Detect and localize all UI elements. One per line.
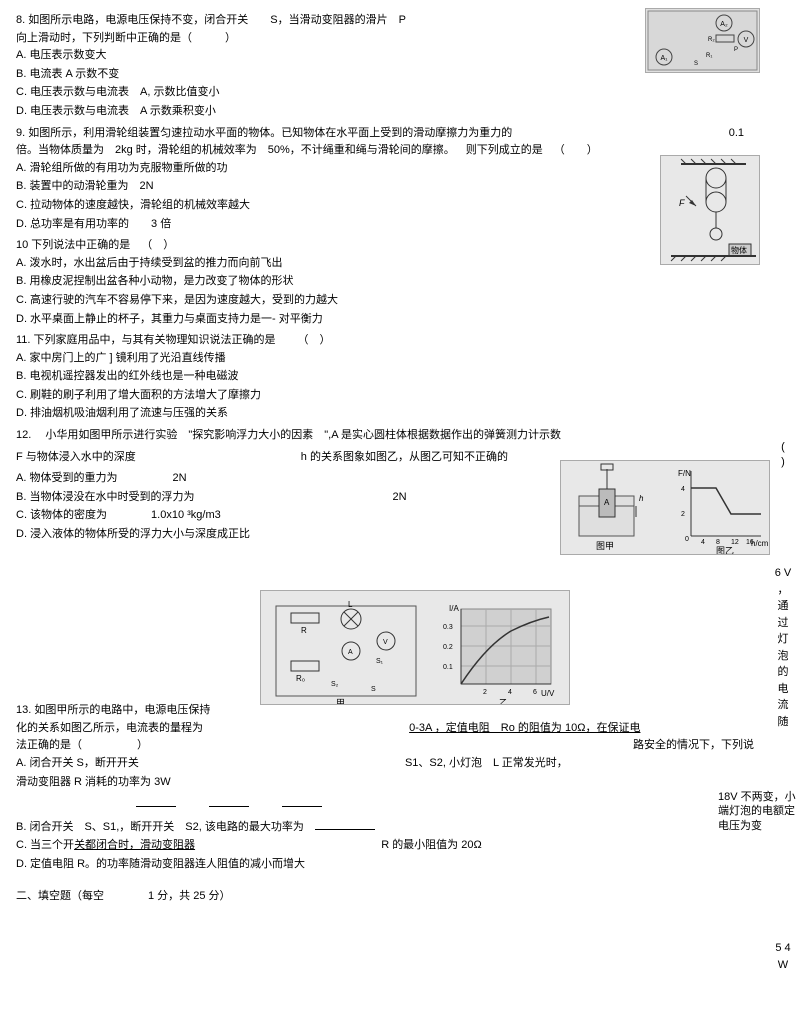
q9-opt-a: A. 滑轮组所做的有用功为克服物重所做的功 — [16, 160, 784, 178]
question-9: 9. 如图所示，利用滑轮组装置匀速拉动水平面的物体。已知物体在水平面上受到的滑动… — [16, 125, 784, 234]
q10-opt-d: D. 水平桌面上静止的杯子，其重力与桌面支持力是一- 对平衡力 — [16, 311, 784, 329]
svg-text:S₁: S₁ — [376, 658, 384, 665]
q8-stem2: 向上滑动时，下列判断中正确的是（ ） — [16, 30, 784, 48]
q9-stem: 9. 如图所示，利用滑轮组装置匀速拉动水平面的物体。已知物体在水平面上受到的滑动… — [16, 125, 784, 143]
svg-text:6: 6 — [533, 689, 537, 696]
svg-text:4: 4 — [508, 689, 512, 696]
svg-text:图乙: 图乙 — [716, 546, 734, 554]
q8-opt-d: D. 电压表示数与电流表 A 示数乘积变小 — [16, 103, 784, 121]
svg-text:R₀: R₀ — [296, 674, 305, 683]
q12-opt-c: C. 该物体的密度为 1.0x10 ³kg/m3 — [16, 507, 784, 525]
q12-opt-b: B. 当物体浸没在水中时受到的浮力为 2N — [16, 489, 784, 507]
margin-text-4: 5 4 W — [774, 940, 792, 973]
q8-opt-a: A. 电压表示数变大 — [16, 47, 784, 65]
q9-opt-b: B. 装置中的动滑轮重为 2N — [16, 178, 784, 196]
q13-stem: 13. 如图甲所示的电路中，电源电压保持 — [16, 702, 784, 720]
q12-stem2: F 与物体浸入水中的深度 h 的关系图象如图乙，从图乙可知不正确的 — [16, 449, 784, 467]
q11-opt-d: D. 排油烟机吸油烟利用了流速与压强的关系 — [16, 405, 784, 423]
q8-opt-b: B. 电流表 A 示数不变 — [16, 66, 784, 84]
q13-opt-b: B. 闭合开关 S、S1,，断开开关 S2, 该电路的最大功率为 — [16, 817, 784, 837]
q12-stem: 12. 小华用如图甲所示进行实验 "探究影响浮力大小的因素 ",A 是实心圆柱体… — [16, 427, 784, 445]
q10-opt-a: A. 泼水时，水出盆后由于持续受到盆的推力而向前飞出 — [16, 255, 784, 273]
svg-text:S₂: S₂ — [331, 681, 339, 688]
svg-text:V: V — [383, 639, 388, 646]
question-12: 12. 小华用如图甲所示进行实验 "探究影响浮力大小的因素 ",A 是实心圆柱体… — [16, 427, 784, 544]
q9-opt-c: C. 拉动物体的速度越快，滑轮组的机械效率越大 — [16, 197, 784, 215]
q12-opt-a: A. 物体受到的重力为 2N — [16, 470, 784, 488]
svg-text:I/A: I/A — [449, 604, 459, 613]
question-11: 11. 下列家庭用品中，与其有关物理知识说法正确的是 （ ） A. 家中房门上的… — [16, 332, 784, 423]
blank-row-2 — [136, 794, 784, 814]
q13-opt-d: D. 定值电阻 R。的功率随滑动变阻器连人阻值的减小而增大 — [16, 856, 784, 874]
q8-stem: 8. 如图所示电路，电源电压保持不变，闭合开关 S，当滑动变阻器的滑片 P — [16, 12, 784, 30]
figure-q13: R L V A S₁ R₀ S₂ S 甲 I/A U/V 0. — [260, 590, 570, 705]
svg-text:U/V: U/V — [541, 689, 555, 698]
svg-text:0.3: 0.3 — [443, 624, 453, 631]
q10-stem: 10 下列说法中正确的是 （ ） — [16, 237, 784, 255]
q13-line2: 化的关系如图乙所示，电流表的量程为 0-3A ，定值电阻 Ro 的阻值为 10Ω… — [16, 720, 784, 738]
svg-text:L: L — [348, 600, 353, 609]
svg-text:R: R — [301, 626, 307, 635]
svg-text:A: A — [348, 649, 353, 656]
question-10: 10 下列说法中正确的是 （ ） A. 泼水时，水出盆后由于持续受到盆的推力而向… — [16, 237, 784, 328]
svg-text:0.2: 0.2 — [443, 644, 453, 651]
svg-text:S: S — [371, 686, 376, 693]
q9-opt-d: D. 总功率是有用功率的 3 倍 — [16, 216, 784, 234]
svg-text:2: 2 — [483, 689, 487, 696]
q11-opt-c: C. 刷鞋的刷子利用了增大面积的方法增大了摩擦力 — [16, 387, 784, 405]
svg-text:0.1: 0.1 — [443, 664, 453, 671]
section-2-header: 二、填空题（每空 1 分，共 25 分） — [16, 888, 784, 906]
question-8: 8. 如图所示电路，电源电压保持不变，闭合开关 S，当滑动变阻器的滑片 P 向上… — [16, 12, 784, 121]
q13-line3: 法正确的是（ ） 路安全的情况下，下列说 — [16, 737, 784, 755]
q11-stem: 11. 下列家庭用品中，与其有关物理知识说法正确的是 （ ） — [16, 332, 784, 350]
q10-opt-b: B. 用橡皮泥捏制出盆各种小动物，是力改变了物体的形状 — [16, 273, 784, 291]
q10-opt-c: C. 高速行驶的汽车不容易停下来，是因为速度越大，受到的力越大 — [16, 292, 784, 310]
q9-stem2: 倍。当物体质量为 2kg 时，滑轮组的机械效率为 50%，不计绳重和绳与滑轮间的… — [16, 142, 784, 160]
q13-opt-c: C. 当三个开关都闭合时，滑动变阻器 R 的最小阻值为 20Ω — [16, 837, 784, 855]
q8-opt-c: C. 电压表示数与电流表 A, 示数比值变小 — [16, 84, 784, 102]
q11-opt-a: A. 家中房门上的广 ] 镜利用了光沿直线传播 — [16, 350, 784, 368]
q11-opt-b: B. 电视机遥控器发出的红外线也是一种电磁波 — [16, 368, 784, 386]
q13-opt-a2: 滑动变阻器 R 消耗的功率为 3W — [16, 774, 784, 792]
q13-opt-a: A. 闭合开关 S，断开开关 S1、S2, 小灯泡 L 正常发光时， — [16, 755, 784, 773]
question-13: 13. 如图甲所示的电路中，电源电压保持 化的关系如图乙所示，电流表的量程为 0… — [16, 702, 784, 873]
q12-opt-d: D. 浸入液体的物体所受的浮力大小与深度成正比 — [16, 526, 784, 544]
